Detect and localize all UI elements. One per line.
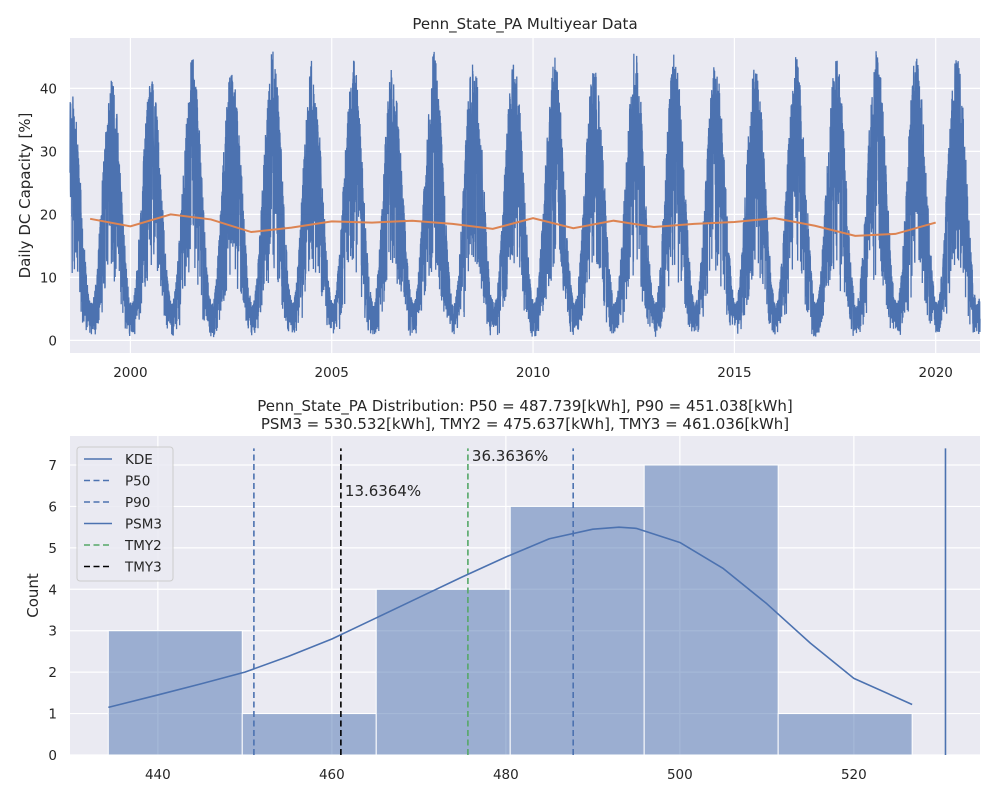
bottom-y-tick: 7	[48, 458, 57, 474]
bottom-y-axis-label: Count	[24, 573, 42, 618]
kde-curve-group	[108, 526, 913, 709]
top-x-tick-labels: 2000 2005 2010 2015 2020	[113, 365, 953, 381]
histogram-bar	[375, 588, 511, 756]
reference-lines	[253, 448, 947, 755]
legend: KDE P50 P90 PSM3 TMY2 TMY3	[76, 446, 174, 582]
bottom-x-tick: 440	[145, 767, 171, 783]
histogram-bar	[509, 505, 645, 756]
bottom-x-tick: 480	[493, 767, 519, 783]
annual-mean-line	[89, 213, 936, 237]
top-y-axis-label: Daily DC Capacity [%]	[16, 113, 34, 279]
bottom-x-tick: 520	[841, 767, 867, 783]
histogram-bar	[777, 713, 913, 756]
bottom-y-tick: 2	[48, 665, 57, 681]
top-y-tick: 0	[48, 333, 57, 349]
multiyear-line-chart: 2000 2005 2010 2015 2020 0 10 20 30 40 Penn_Stat…	[16, 15, 981, 381]
top-y-tick: 20	[40, 207, 57, 223]
bottom-y-tick: 1	[48, 707, 57, 723]
bottom-x-tick: 500	[667, 767, 693, 783]
histogram-bar	[107, 630, 243, 756]
bottom-y-tick: 4	[48, 582, 57, 598]
top-x-tick: 2010	[516, 365, 550, 381]
bottom-y-tick: 5	[48, 541, 57, 557]
bottom-x-tick-labels: 440 460 480 500 520	[145, 767, 867, 783]
distribution-histogram-chart: 36.3636% 13.6364% 440 460 480 500 520 0 1 2 3 4 5 6…	[24, 397, 980, 783]
top-y-tick: 30	[40, 144, 57, 160]
top-y-tick: 10	[40, 270, 57, 286]
top-y-tick: 40	[40, 81, 57, 97]
annotations: 36.3636% 13.6364%	[345, 447, 548, 500]
bottom-chart-title: Penn_State_PA Distribution: P50 = 487.73…	[257, 397, 792, 416]
legend-label-kde: KDE	[125, 452, 153, 468]
top-x-tick: 2015	[717, 365, 751, 381]
top-y-tick-labels: 0 10 20 30 40	[40, 81, 57, 349]
legend-label-psm3: PSM3	[125, 517, 162, 533]
legend-label-tmy3: TMY3	[124, 560, 162, 576]
top-series	[69, 51, 981, 338]
histogram-bar	[241, 713, 377, 756]
legend-box	[76, 446, 174, 582]
bottom-chart-subtitle: PSM3 = 530.532[kWh], TMY2 = 475.637[kWh]…	[261, 415, 789, 433]
top-chart-title: Penn_State_PA Multiyear Data	[412, 15, 637, 34]
top-x-tick: 2020	[919, 365, 953, 381]
top-x-tick: 2005	[315, 365, 349, 381]
histogram-bar	[643, 464, 779, 756]
histogram-bars	[107, 464, 913, 756]
bottom-x-tick: 460	[319, 767, 345, 783]
bottom-y-tick: 6	[48, 499, 57, 515]
bottom-y-tick: 0	[48, 748, 57, 764]
bottom-y-tick: 3	[48, 624, 57, 640]
kde-curve	[108, 526, 913, 709]
percentage-annotation: 13.6364%	[345, 482, 421, 500]
legend-label-p50: P50	[125, 474, 150, 490]
percentage-annotation: 36.3636%	[472, 447, 548, 465]
legend-label-p90: P90	[125, 495, 150, 511]
daily-capacity-line	[69, 51, 981, 338]
bottom-y-tick-labels: 0 1 2 3 4 5 6 7	[48, 458, 57, 764]
top-x-tick: 2000	[113, 365, 147, 381]
legend-label-tmy2: TMY2	[124, 538, 162, 554]
